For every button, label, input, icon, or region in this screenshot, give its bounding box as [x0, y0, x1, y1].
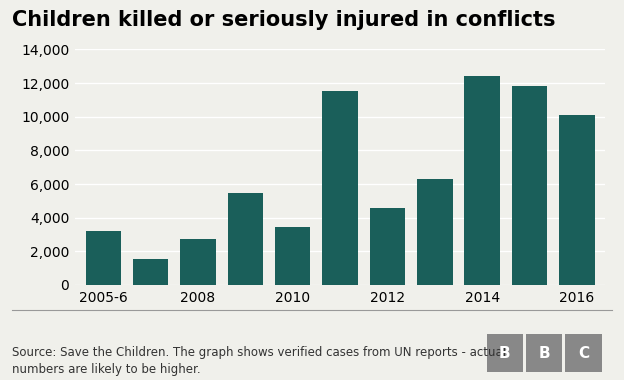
Bar — [85, 231, 121, 285]
Bar — [180, 239, 216, 285]
Bar — [228, 193, 263, 285]
Bar — [369, 207, 405, 285]
Bar — [464, 76, 500, 285]
Text: Source: Save the Children. The graph shows verified cases from UN reports - actu: Source: Save the Children. The graph sho… — [12, 346, 507, 376]
Text: Children killed or seriously injured in conflicts: Children killed or seriously injured in … — [12, 10, 556, 30]
Bar — [275, 227, 311, 285]
Text: B: B — [499, 346, 510, 361]
Bar — [559, 115, 595, 285]
Bar — [133, 259, 168, 285]
Text: B: B — [539, 346, 550, 361]
Bar — [512, 86, 547, 285]
Bar — [323, 92, 358, 285]
Text: C: C — [578, 346, 589, 361]
Bar — [417, 179, 452, 285]
